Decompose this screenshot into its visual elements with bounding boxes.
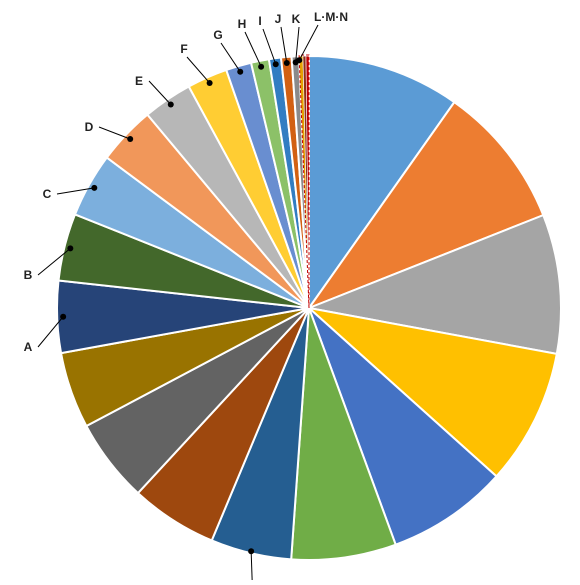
leader-dot-bottom bbox=[248, 548, 255, 555]
leader-dot-d bbox=[127, 136, 134, 143]
leader-line-bottom bbox=[250, 551, 253, 581]
pie-slice-5 bbox=[308, 307, 498, 546]
slice-label-a: A bbox=[24, 340, 33, 354]
leader-line-g bbox=[220, 42, 241, 73]
leader-line-e bbox=[148, 80, 172, 105]
leader-dot-g bbox=[237, 68, 244, 75]
leader-dot-b bbox=[67, 245, 74, 252]
labels-layer: A B C D E F G H I J K L·M·N bbox=[24, 10, 348, 581]
slice-label-j: J bbox=[275, 12, 282, 26]
leader-line-a bbox=[37, 316, 64, 348]
leader-line-j bbox=[280, 26, 288, 64]
slice-label-f: F bbox=[180, 42, 187, 56]
pie-slice-n bbox=[305, 55, 310, 309]
pie-slice-6 bbox=[290, 307, 397, 561]
leader-dot-f bbox=[206, 79, 213, 86]
slice-label-b: B bbox=[24, 268, 33, 282]
leader-line-i bbox=[262, 28, 277, 65]
leader-dot-h bbox=[258, 63, 265, 70]
slice-label-lmn: L·M·N bbox=[314, 10, 348, 24]
leader-dot-c bbox=[91, 184, 98, 191]
leader-line-c bbox=[56, 187, 95, 195]
slice-label-h: H bbox=[238, 17, 247, 31]
small-slices-outline bbox=[298, 54, 310, 309]
pie-slice-4 bbox=[305, 306, 558, 478]
leader-line-k bbox=[295, 26, 300, 63]
leader-line-lmn bbox=[298, 24, 319, 61]
pie-slice-1 bbox=[308, 54, 456, 312]
slice-label-e: E bbox=[135, 74, 143, 88]
leader-dot-j bbox=[283, 60, 290, 67]
leader-dot-i bbox=[272, 61, 279, 68]
leader-dot-lmn bbox=[296, 57, 303, 64]
leader-line-f bbox=[186, 56, 210, 84]
leader-line-b bbox=[37, 247, 71, 276]
slice-label-g: G bbox=[213, 28, 222, 42]
slice-label-d: D bbox=[85, 120, 94, 134]
leader-line-d bbox=[98, 126, 131, 140]
leader-dot-a bbox=[60, 313, 67, 320]
leader-dot-e bbox=[167, 101, 174, 108]
leader-line-h bbox=[244, 31, 262, 67]
slice-label-c: C bbox=[43, 187, 52, 201]
slices-layer bbox=[56, 54, 562, 561]
slice-label-k: K bbox=[292, 12, 301, 26]
slice-label-i: I bbox=[258, 14, 261, 28]
pie-slice-2 bbox=[306, 100, 545, 311]
